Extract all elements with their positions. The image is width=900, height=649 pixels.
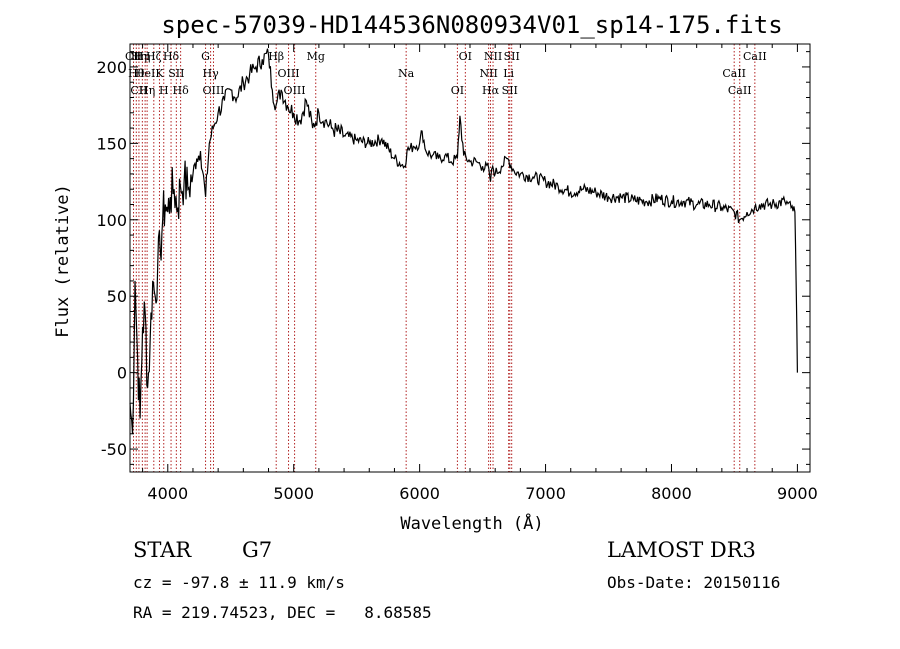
line-label: NII	[479, 67, 497, 80]
x-axis-label: Wavelength (Å)	[400, 512, 543, 534]
line-label: SII	[168, 67, 184, 80]
survey-name: LAMOST DR3	[607, 538, 756, 562]
obs-date: Obs-Date: 20150116	[607, 573, 781, 592]
y-tick-label: 100	[96, 211, 127, 230]
spectrum-series	[129, 48, 798, 434]
line-labels: CIIHθCIIHηHηHeIHηHζKHHδSIIHδGHγOIIIHβOII…	[125, 50, 767, 97]
line-label: Hδ	[173, 84, 190, 97]
line-label: CaII	[728, 84, 752, 97]
line-label: CaII	[722, 67, 746, 80]
y-tick-label: 200	[96, 58, 127, 77]
line-label: Hη	[134, 50, 150, 63]
x-tick-label: 4000	[147, 484, 188, 503]
line-label: CaII	[743, 50, 767, 63]
x-tick-label: 8000	[651, 484, 692, 503]
line-label: Hβ	[268, 50, 284, 63]
line-label: Hη	[139, 84, 155, 97]
line-label: CII	[130, 84, 147, 97]
line-markers	[133, 44, 756, 472]
x-axis: 4000 5000 6000 7000 8000 9000	[142, 44, 818, 503]
line-label: G	[201, 50, 210, 63]
line-label: Hγ	[203, 67, 220, 80]
line-label: OIII	[202, 84, 224, 97]
line-label: OIII	[278, 67, 300, 80]
x-tick-label: 7000	[525, 484, 566, 503]
line-label: SII	[504, 50, 520, 63]
line-label: SII	[502, 84, 518, 97]
x-tick-label: 9000	[777, 484, 818, 503]
y-tick-label: 50	[107, 287, 127, 306]
y-axis: -50 0 50 100 150 200	[96, 51, 810, 465]
line-label: K	[155, 67, 164, 80]
line-label: Hθ	[128, 67, 145, 80]
line-label: Na	[398, 67, 415, 80]
line-label: HeI	[135, 67, 155, 80]
line-label: NII	[484, 50, 502, 63]
line-label: Mg	[307, 50, 325, 63]
x-tick-label: 5000	[273, 484, 314, 503]
x-tick-label: 6000	[399, 484, 440, 503]
line-label: OI	[451, 84, 464, 97]
subclass: G7	[242, 538, 273, 562]
y-tick-label: 150	[96, 134, 127, 153]
y-axis-label: Flux (relative)	[53, 184, 73, 338]
line-label: H	[159, 84, 169, 97]
y-tick-label: -50	[101, 440, 127, 459]
chart-title: spec-57039-HD144536N080934V01_sp14-175.f…	[161, 11, 782, 39]
coords-line: RA = 219.74523, DEC = 8.68585	[133, 603, 432, 622]
y-tick-label: 0	[117, 364, 127, 383]
line-label: CII	[125, 50, 142, 63]
line-label: Hη	[131, 50, 147, 63]
line-label: Hα	[482, 84, 500, 97]
redshift-line: cz = -97.8 ± 11.9 km/s	[133, 573, 345, 592]
plot-frame	[129, 43, 811, 473]
line-label: Li	[503, 67, 514, 80]
line-label: Hδ	[163, 50, 180, 63]
line-label: Hζ	[146, 50, 162, 63]
line-label: OI	[459, 50, 472, 63]
object-class: STAR	[133, 538, 192, 562]
line-label: OIII	[284, 84, 306, 97]
